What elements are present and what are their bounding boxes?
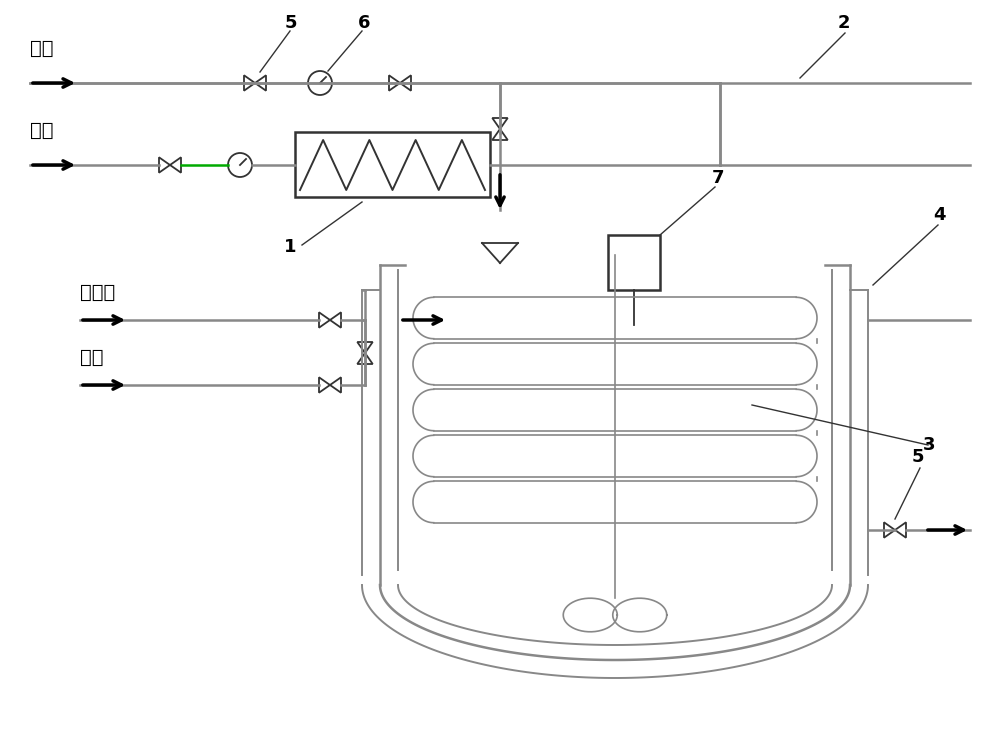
Text: 蒸汽: 蒸汽 [80, 348, 104, 367]
Text: 5: 5 [285, 14, 298, 32]
Bar [608, 235, 660, 290]
Text: 4: 4 [933, 206, 946, 224]
Bar [295, 132, 490, 197]
Text: 钛液: 钛液 [30, 121, 54, 140]
Text: 5: 5 [912, 448, 924, 466]
Text: 冷却水: 冷却水 [80, 283, 115, 302]
Text: 3: 3 [923, 436, 936, 454]
Text: 2: 2 [838, 14, 850, 32]
Text: 1: 1 [284, 238, 296, 256]
Text: 碱液: 碱液 [30, 39, 54, 58]
Text: 6: 6 [358, 14, 370, 32]
Text: 7: 7 [712, 169, 724, 187]
